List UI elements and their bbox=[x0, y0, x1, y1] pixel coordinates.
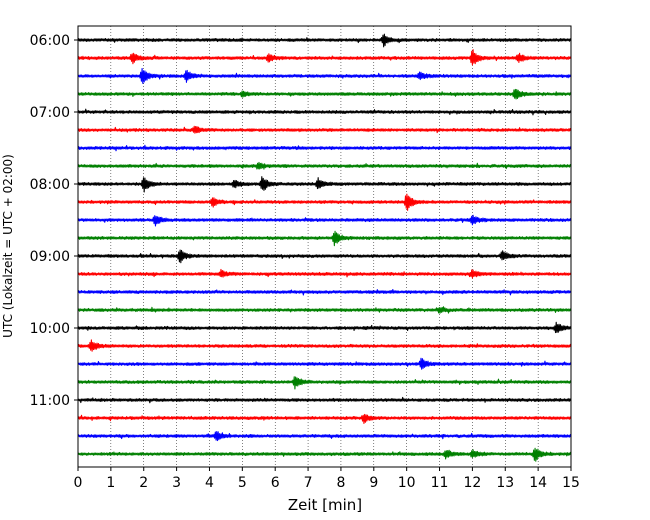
seismic-trace bbox=[77, 144, 572, 152]
x-tick-label: 8 bbox=[336, 475, 345, 491]
seismic-trace bbox=[77, 339, 572, 352]
x-tick-label: 7 bbox=[304, 475, 313, 491]
x-tick-label: 6 bbox=[271, 475, 280, 491]
seismic-trace bbox=[77, 88, 572, 100]
seismic-trace bbox=[77, 108, 572, 116]
y-axis-ticks: 06:00 07:00 08:00 09:00 10:00 11:00 bbox=[30, 33, 78, 409]
seismic-trace bbox=[77, 357, 572, 370]
seismic-trace bbox=[77, 376, 572, 390]
y-tick-label: 09:00 bbox=[30, 249, 70, 265]
x-tick-label: 10 bbox=[398, 475, 416, 491]
seismic-trace bbox=[77, 125, 572, 134]
x-axis-label: Zeit [min] bbox=[288, 496, 362, 514]
x-tick-label: 15 bbox=[562, 475, 580, 491]
y-tick-label: 06:00 bbox=[30, 33, 70, 49]
seismic-trace bbox=[77, 413, 572, 425]
seismic-trace bbox=[77, 268, 572, 279]
seismic-trace bbox=[77, 230, 572, 247]
x-tick-label: 12 bbox=[463, 475, 481, 491]
y-tick-label: 10:00 bbox=[30, 321, 70, 337]
seismic-trace bbox=[77, 67, 572, 84]
seismic-trace bbox=[77, 214, 572, 227]
seismic-trace bbox=[77, 447, 572, 462]
y-tick-label: 07:00 bbox=[30, 105, 70, 121]
seismic-trace bbox=[77, 193, 572, 211]
x-tick-label: 9 bbox=[369, 475, 378, 491]
x-tick-label: 2 bbox=[139, 475, 148, 491]
seismic-trace bbox=[77, 176, 572, 193]
seismic-trace bbox=[77, 431, 572, 442]
x-tick-label: 0 bbox=[74, 475, 83, 491]
seismic-trace bbox=[77, 306, 572, 314]
x-tick-label: 13 bbox=[496, 475, 514, 491]
seismic-trace bbox=[77, 33, 572, 48]
x-tick-label: 3 bbox=[172, 475, 181, 491]
seismic-trace bbox=[77, 161, 572, 170]
seismic-trace bbox=[77, 249, 572, 264]
y-tick-label: 11:00 bbox=[30, 393, 70, 409]
x-tick-label: 14 bbox=[529, 475, 547, 491]
x-tick-label: 5 bbox=[238, 475, 247, 491]
seismic-trace bbox=[77, 321, 572, 334]
seismic-trace bbox=[77, 288, 572, 296]
seismic-trace bbox=[77, 49, 572, 66]
plot-frame bbox=[77, 25, 572, 468]
x-tick-label: 11 bbox=[431, 475, 449, 491]
x-tick-label: 4 bbox=[205, 475, 214, 491]
x-tick-label: 1 bbox=[106, 475, 115, 491]
seismic-traces bbox=[77, 33, 572, 462]
x-axis-ticks: 0 1 2 3 4 5 6 7 8 9 10 11 12 13 14 15 bbox=[74, 467, 580, 491]
seismic-trace bbox=[77, 396, 572, 404]
y-tick-label: 08:00 bbox=[30, 177, 70, 193]
y-axis-label: UTC (Lokalzeit = UTC + 02:00) bbox=[1, 154, 15, 338]
